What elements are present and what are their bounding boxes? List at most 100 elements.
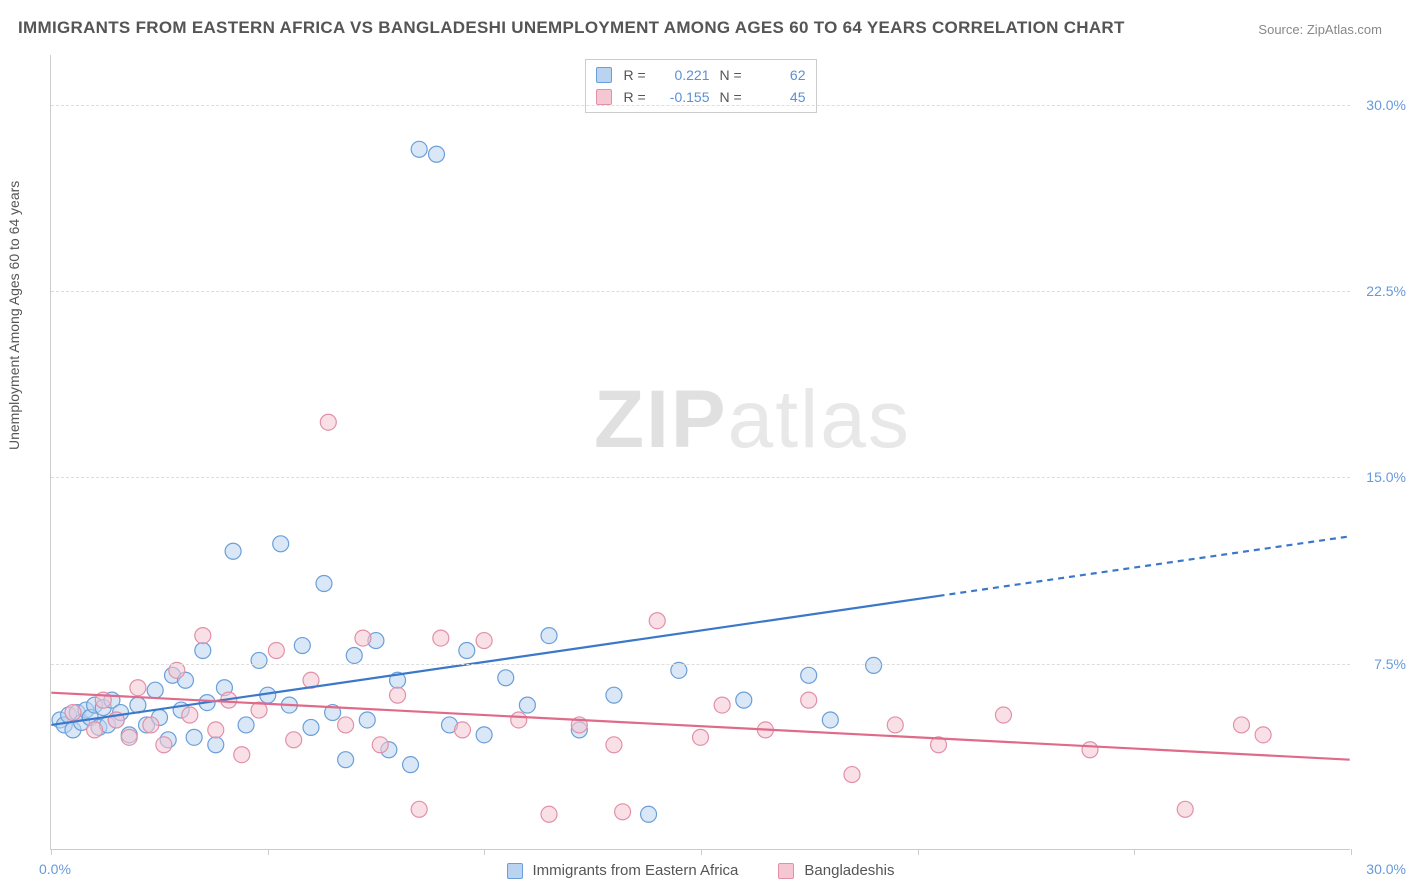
data-point bbox=[121, 729, 137, 745]
x-axis-min-label: 0.0% bbox=[39, 861, 71, 877]
data-point bbox=[208, 722, 224, 738]
legend-swatch bbox=[507, 863, 523, 879]
data-point bbox=[273, 536, 289, 552]
data-point bbox=[1082, 742, 1098, 758]
data-point bbox=[234, 747, 250, 763]
y-tick-label: 15.0% bbox=[1366, 469, 1406, 485]
gridline bbox=[51, 664, 1350, 665]
data-point bbox=[671, 662, 687, 678]
data-point bbox=[143, 717, 159, 733]
data-point bbox=[359, 712, 375, 728]
legend-row: R = 0.221 N = 62 bbox=[596, 64, 806, 86]
data-point bbox=[1255, 727, 1271, 743]
x-tick bbox=[1351, 849, 1352, 855]
y-tick-label: 30.0% bbox=[1366, 97, 1406, 113]
data-point bbox=[541, 628, 557, 644]
data-point bbox=[995, 707, 1011, 723]
data-point bbox=[238, 717, 254, 733]
data-point bbox=[606, 687, 622, 703]
x-tick bbox=[51, 849, 52, 855]
data-point bbox=[641, 806, 657, 822]
data-point bbox=[459, 643, 475, 659]
data-point bbox=[195, 628, 211, 644]
legend-swatch bbox=[596, 67, 612, 83]
data-point bbox=[866, 657, 882, 673]
data-point bbox=[606, 737, 622, 753]
legend-swatch bbox=[596, 89, 612, 105]
legend-series-name: Immigrants from Eastern Africa bbox=[533, 862, 739, 879]
data-point bbox=[649, 613, 665, 629]
data-point bbox=[225, 543, 241, 559]
data-point bbox=[454, 722, 470, 738]
trend-line-dashed bbox=[939, 536, 1350, 596]
data-point bbox=[498, 670, 514, 686]
data-point bbox=[251, 652, 267, 668]
data-point bbox=[316, 576, 332, 592]
legend-n-value: 62 bbox=[758, 64, 806, 86]
data-point bbox=[355, 630, 371, 646]
source-name: ZipAtlas.com bbox=[1307, 22, 1382, 37]
data-point bbox=[1177, 801, 1193, 817]
y-axis-label: Unemployment Among Ages 60 to 64 years bbox=[6, 181, 22, 450]
y-tick-label: 22.5% bbox=[1366, 283, 1406, 299]
data-point bbox=[801, 692, 817, 708]
data-point bbox=[476, 727, 492, 743]
gridline bbox=[51, 477, 1350, 478]
data-point bbox=[147, 682, 163, 698]
source-label: Source: bbox=[1258, 22, 1303, 37]
data-point bbox=[390, 687, 406, 703]
data-point bbox=[208, 737, 224, 753]
data-point bbox=[130, 680, 146, 696]
data-point bbox=[338, 717, 354, 733]
gridline bbox=[51, 291, 1350, 292]
series-legend: Immigrants from Eastern Africa Bangladesh… bbox=[507, 862, 895, 879]
x-tick bbox=[484, 849, 485, 855]
chart-title: IMMIGRANTS FROM EASTERN AFRICA VS BANGLA… bbox=[18, 18, 1125, 38]
gridline bbox=[51, 105, 1350, 106]
data-point bbox=[541, 806, 557, 822]
chart-svg bbox=[51, 55, 1350, 849]
legend-series-name: Bangladeshis bbox=[804, 862, 894, 879]
data-point bbox=[65, 705, 81, 721]
data-point bbox=[476, 633, 492, 649]
data-point bbox=[693, 729, 709, 745]
legend-item: Immigrants from Eastern Africa bbox=[507, 862, 739, 879]
x-tick bbox=[918, 849, 919, 855]
legend-item: Bangladeshis bbox=[778, 862, 894, 879]
data-point bbox=[511, 712, 527, 728]
data-point bbox=[268, 643, 284, 659]
data-point bbox=[411, 141, 427, 157]
data-point bbox=[403, 757, 419, 773]
x-axis-max-label: 30.0% bbox=[1366, 861, 1406, 877]
data-point bbox=[822, 712, 838, 728]
data-point bbox=[182, 707, 198, 723]
data-point bbox=[346, 647, 362, 663]
data-point bbox=[195, 643, 211, 659]
legend-swatch bbox=[778, 863, 794, 879]
data-point bbox=[169, 662, 185, 678]
data-point bbox=[801, 667, 817, 683]
data-point bbox=[372, 737, 388, 753]
data-point bbox=[1233, 717, 1249, 733]
legend-r-value: 0.221 bbox=[662, 64, 710, 86]
data-point bbox=[736, 692, 752, 708]
plot-area: ZIPatlas R =0.221N =62R =-0.155N =45 0.0… bbox=[50, 55, 1350, 850]
data-point bbox=[87, 722, 103, 738]
data-point bbox=[156, 737, 172, 753]
data-point bbox=[294, 638, 310, 654]
data-point bbox=[844, 767, 860, 783]
data-point bbox=[186, 729, 202, 745]
data-point bbox=[286, 732, 302, 748]
data-point bbox=[320, 414, 336, 430]
data-point bbox=[887, 717, 903, 733]
x-tick bbox=[701, 849, 702, 855]
data-point bbox=[433, 630, 449, 646]
x-tick bbox=[268, 849, 269, 855]
data-point bbox=[429, 146, 445, 162]
data-point bbox=[714, 697, 730, 713]
legend-n-label: N = bbox=[720, 64, 748, 86]
source-attribution: Source: ZipAtlas.com bbox=[1258, 22, 1382, 37]
data-point bbox=[615, 804, 631, 820]
y-tick-label: 7.5% bbox=[1374, 656, 1406, 672]
legend-r-label: R = bbox=[624, 64, 652, 86]
